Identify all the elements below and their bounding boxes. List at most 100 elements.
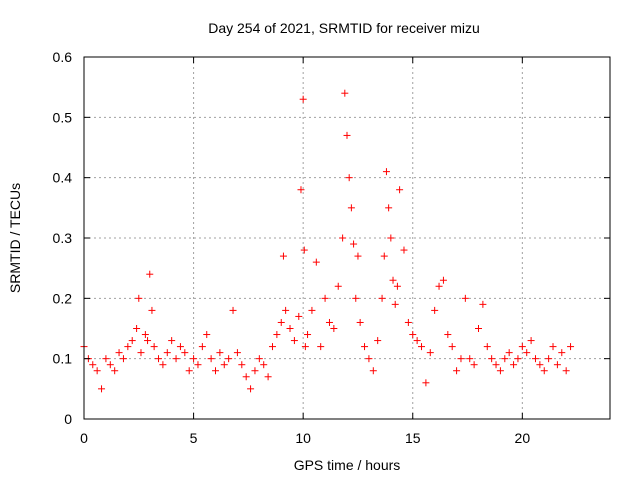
data-point [141, 331, 149, 339]
data-point [483, 343, 491, 351]
data-point [444, 331, 452, 339]
data-point [393, 282, 401, 290]
data-point [457, 355, 465, 363]
data-point [299, 95, 307, 103]
data-point [268, 343, 276, 351]
data-point [385, 204, 393, 212]
data-point [159, 361, 167, 369]
tick-labels: 0 0.1 0.2 0.3 0.4 0.5 0.6 0 5 10 15 20 [53, 49, 531, 446]
data-point [514, 355, 522, 363]
data-point [264, 373, 272, 381]
data-point [330, 325, 338, 332]
data-points [80, 89, 575, 393]
y-tick-label: 0 [64, 411, 72, 427]
data-point [163, 349, 171, 357]
data-point [409, 331, 417, 339]
data-point [242, 373, 250, 381]
data-point [317, 343, 325, 351]
data-point [369, 367, 377, 375]
data-point [220, 361, 228, 369]
data-point [290, 337, 298, 345]
data-point [308, 306, 316, 314]
data-point [396, 186, 404, 194]
y-tick-label: 0.2 [53, 290, 73, 306]
data-point [115, 349, 123, 357]
data-point [312, 258, 320, 266]
data-point [527, 337, 535, 345]
data-point [89, 361, 97, 369]
data-point [124, 343, 132, 351]
data-point [207, 355, 215, 363]
data-point [225, 355, 233, 363]
data-point [400, 246, 408, 254]
data-point [347, 204, 355, 212]
data-point [168, 337, 176, 345]
data-point [562, 367, 570, 375]
data-point [155, 355, 163, 363]
x-axis-label: GPS time / hours [294, 457, 401, 473]
data-point [479, 300, 487, 308]
data-point [387, 234, 395, 242]
x-tick-label: 5 [190, 430, 198, 446]
data-point [501, 355, 509, 363]
data-point [365, 355, 373, 363]
data-point [341, 89, 349, 97]
data-point [146, 270, 154, 278]
data-point [176, 343, 184, 351]
data-point [431, 306, 439, 314]
data-point [194, 361, 202, 369]
data-point [391, 300, 399, 308]
data-point [453, 367, 461, 375]
y-tick-label: 0.1 [53, 351, 73, 367]
data-point [102, 355, 110, 363]
data-point [439, 276, 447, 284]
data-point [567, 343, 575, 351]
data-point [238, 361, 246, 369]
data-point [334, 282, 342, 290]
data-point [461, 294, 469, 302]
data-point [426, 349, 434, 357]
data-point [374, 337, 382, 345]
data-point [435, 282, 443, 290]
data-point [111, 367, 119, 375]
data-point [378, 294, 386, 302]
data-point [133, 325, 141, 332]
data-point [470, 361, 478, 369]
data-point [466, 355, 474, 363]
x-tick-label: 10 [295, 430, 311, 446]
data-point [282, 306, 290, 314]
data-point [172, 355, 180, 363]
y-tick-label: 0.4 [53, 170, 73, 186]
data-point [321, 294, 329, 302]
y-tick-label: 0.5 [53, 109, 73, 125]
data-point [545, 355, 553, 363]
data-point [273, 331, 281, 339]
data-point [389, 276, 397, 284]
data-point [448, 343, 456, 351]
x-tick-label: 0 [80, 430, 88, 446]
data-point [350, 240, 358, 248]
data-point [216, 349, 224, 357]
data-point [345, 174, 353, 182]
data-point [255, 355, 263, 363]
data-point [98, 385, 106, 393]
data-point [260, 361, 268, 369]
data-point [93, 367, 101, 375]
y-axis-label: SRMTID / TECUs [7, 183, 23, 293]
y-tick-label: 0.6 [53, 49, 73, 65]
data-point [518, 343, 526, 351]
data-point [297, 186, 305, 194]
data-point [549, 343, 557, 351]
data-point [325, 318, 333, 326]
data-point [106, 361, 114, 369]
data-point [119, 355, 127, 363]
data-point [422, 379, 430, 387]
data-point [181, 349, 189, 357]
data-point [475, 325, 482, 332]
data-point [418, 343, 426, 351]
data-point [229, 306, 237, 314]
data-point [295, 312, 303, 320]
data-point [361, 343, 369, 351]
data-point [553, 361, 561, 369]
data-point [404, 318, 412, 326]
